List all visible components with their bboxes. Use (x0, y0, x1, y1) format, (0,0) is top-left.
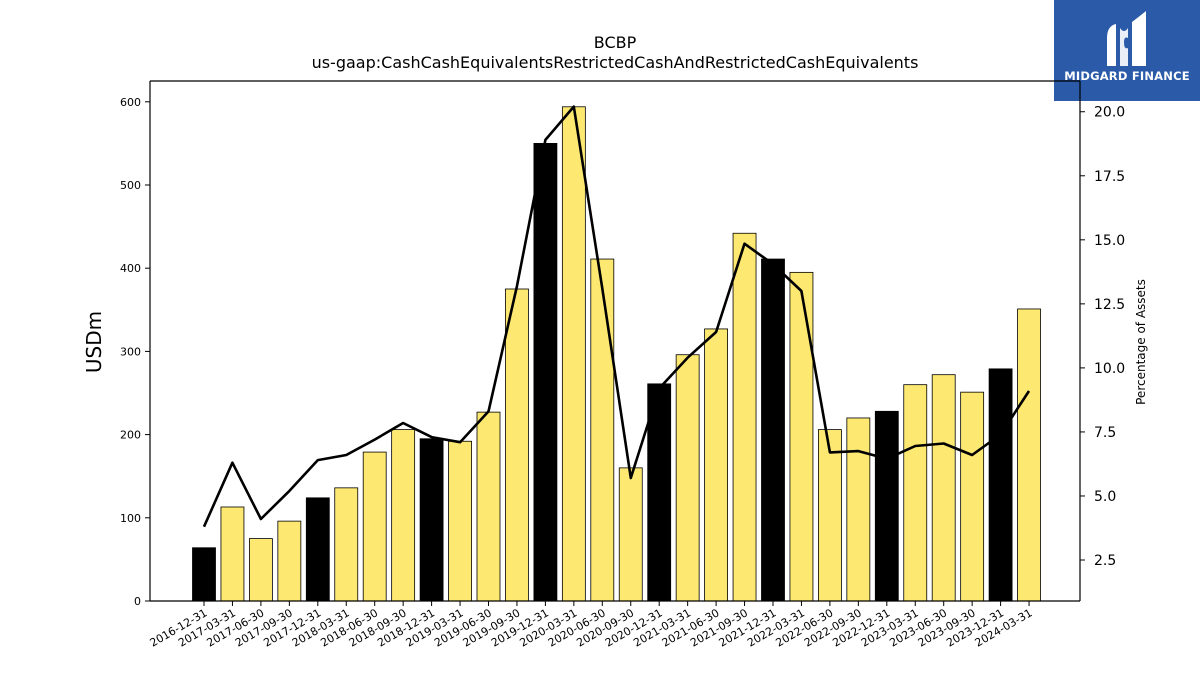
chart-subtitle: us-gaap:CashCashEquivalentsRestrictedCas… (312, 53, 919, 72)
bar-2022-12-31 (874, 410, 899, 602)
bar-2024-03-31 (1017, 308, 1041, 602)
bar-2019-03-31 (448, 440, 472, 602)
bar-2022-09-30 (846, 417, 871, 602)
midgard-logo-icon (1107, 11, 1146, 66)
y2-tick-label-15.0: 15.0 (1094, 233, 1125, 249)
y-tick-label-300: 300 (120, 345, 141, 358)
y2-tick-label-12.5: 12.5 (1094, 297, 1125, 313)
bar-2020-06-30 (590, 258, 615, 602)
bar-2016-12-31 (192, 547, 216, 602)
y-tick-label-500: 500 (120, 179, 141, 192)
bar-2017-03-31 (220, 506, 245, 602)
y-tick-label-200: 200 (120, 429, 141, 442)
bar-2021-09-30 (732, 232, 757, 602)
y2-tick-label-7.5: 7.5 (1094, 425, 1116, 441)
bar-2019-09-30 (505, 288, 529, 602)
y-tick-label-100: 100 (120, 512, 141, 525)
y2-tick-label-10.0: 10.0 (1094, 361, 1125, 377)
bar-2022-03-31 (789, 271, 814, 602)
bar-2018-03-31 (334, 487, 359, 602)
y2-tick-label-2.5: 2.5 (1094, 553, 1116, 569)
y2-tick-label-5.0: 5.0 (1094, 489, 1116, 505)
bar-2018-12-31 (419, 438, 444, 602)
y2-tick-label-20.0: 20.0 (1094, 105, 1125, 121)
percentage-of-assets-line (202, 105, 1031, 528)
bar-2023-03-31 (903, 384, 928, 602)
bar-2023-09-30 (960, 391, 985, 602)
bar-2021-12-31 (761, 258, 785, 602)
bar-2021-06-30 (704, 328, 728, 602)
bar-2021-03-31 (675, 354, 700, 602)
bar-2019-06-30 (476, 411, 501, 602)
bar-2017-12-31 (305, 497, 330, 602)
bar-2019-12-31 (533, 142, 558, 602)
y-tick-label-600: 600 (120, 96, 141, 109)
y-tick-label-0: 0 (134, 595, 141, 608)
bar-2017-06-30 (248, 538, 273, 602)
brand-name: MIDGARD FINANCE (1064, 69, 1190, 83)
secondary-y-axis-label: Percentage of Assets (1134, 279, 1148, 405)
bar-2018-09-30 (391, 429, 416, 602)
bar-2020-09-30 (618, 467, 643, 602)
brand-logo: MIDGARD FINANCE (1054, 0, 1200, 101)
bar-2017-09-30 (277, 520, 302, 602)
bar-2018-06-30 (362, 451, 387, 602)
chart-title: BCBP (594, 33, 637, 52)
y2-tick-label-17.5: 17.5 (1094, 169, 1125, 185)
y-tick-label-400: 400 (120, 262, 141, 275)
bar-2022-06-30 (818, 429, 842, 602)
bar-2023-06-30 (931, 374, 956, 602)
bar-2023-12-31 (988, 368, 1013, 602)
y-axis-label: USDm (82, 311, 106, 373)
bar-2020-03-31 (561, 106, 586, 602)
